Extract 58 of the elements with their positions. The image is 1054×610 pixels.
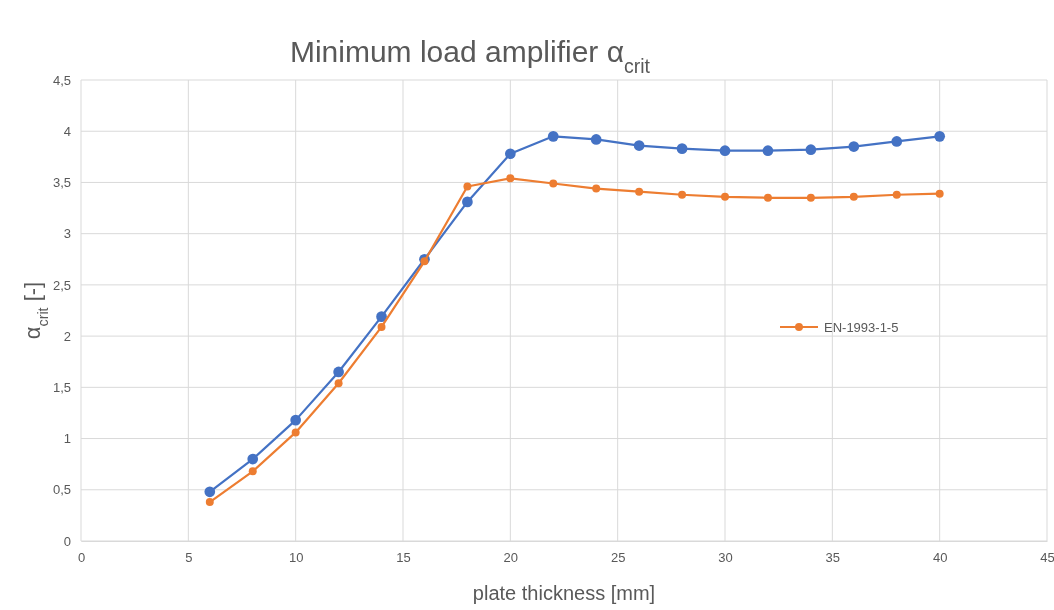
x-tick-label: 15 — [396, 550, 411, 566]
x-tick-label: 45 — [1040, 550, 1054, 566]
y-tick-label: 0 — [63, 533, 71, 549]
point — [719, 145, 731, 157]
point — [590, 134, 602, 145]
y-tick-label: 1 — [63, 431, 71, 447]
x-tick-label: 30 — [718, 550, 733, 566]
point — [247, 453, 259, 465]
x-tick-label: 25 — [610, 550, 626, 566]
point — [763, 193, 772, 202]
x-tick-label: 10 — [288, 550, 304, 566]
point — [592, 184, 601, 193]
y-tick-label: 2 — [63, 328, 71, 344]
point — [333, 366, 344, 378]
point — [549, 179, 558, 188]
point — [678, 190, 687, 199]
y-tick-label: 4 — [63, 123, 71, 139]
point — [420, 257, 429, 266]
y-tick-label: 3 — [63, 226, 71, 242]
point — [204, 486, 216, 498]
point — [290, 414, 302, 426]
point — [377, 322, 386, 331]
point — [462, 196, 473, 208]
point — [376, 311, 387, 322]
x-tick-label: 20 — [503, 550, 519, 566]
point — [635, 187, 644, 196]
point — [762, 145, 774, 157]
point — [291, 428, 300, 437]
x-tick-label: 40 — [932, 550, 948, 566]
y-tick-label: 4,5 — [52, 72, 71, 88]
point — [463, 182, 472, 191]
legend-label: EN-1993-1-5 — [824, 319, 899, 335]
point — [334, 379, 343, 388]
y-tick-label: 3,5 — [52, 175, 71, 191]
x-tick-label: 5 — [185, 550, 193, 566]
point — [805, 144, 817, 155]
point — [205, 498, 214, 507]
y-tick-label: 1,5 — [52, 379, 71, 395]
x-axis-title: plate thickness [mm] — [472, 582, 656, 604]
point — [806, 193, 815, 202]
point — [935, 189, 944, 198]
point — [504, 148, 516, 160]
point — [248, 467, 257, 476]
y-tick-label: 2,5 — [52, 277, 71, 293]
x-tick-label: 0 — [77, 550, 86, 566]
point — [633, 140, 645, 151]
point — [891, 136, 903, 147]
point — [848, 141, 860, 152]
point — [547, 131, 559, 142]
point — [849, 192, 858, 201]
y-tick-label: 0,5 — [52, 482, 71, 498]
point — [676, 143, 688, 154]
chart-title: Minimum load amplifier α$_{crit}$ — [289, 35, 651, 77]
point — [934, 131, 946, 142]
point — [892, 190, 901, 199]
point — [721, 192, 729, 201]
point — [506, 174, 515, 183]
x-tick-label: 35 — [825, 550, 841, 566]
